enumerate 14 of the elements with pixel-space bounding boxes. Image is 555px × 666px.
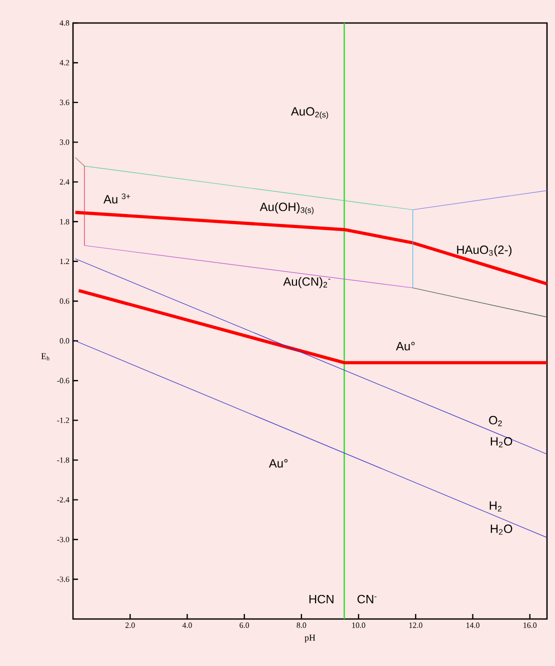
y-axis-title: E$_{h}$: [41, 353, 50, 360]
annotation: Au(OH)$_{3(s)}$: [260, 202, 314, 214]
annotation: Au°: [268, 459, 288, 468]
annotation: H$_{2}$O: [490, 524, 512, 535]
annotation: H$_{2}$: [490, 501, 502, 512]
x-axis-title: pH: [304, 634, 316, 643]
annotation: H$_{2}$O: [490, 437, 512, 448]
annotation: CN$^{-}$: [358, 594, 376, 604]
annotation: Au°: [396, 342, 415, 350]
annotation: HAuO$_{3}$(2-): [457, 245, 512, 256]
annotation: O$_{2}$: [489, 416, 502, 426]
annotation: AuO$_{2(s)}$: [290, 107, 328, 119]
annotation: HCN: [309, 594, 334, 604]
annotation: Au $^{3+}$: [104, 193, 130, 204]
